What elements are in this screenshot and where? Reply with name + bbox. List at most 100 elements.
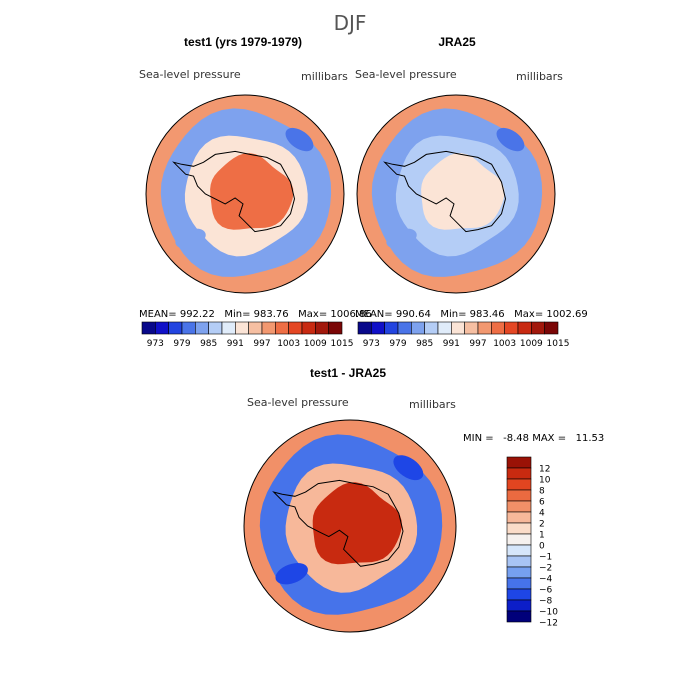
panel-a-coastline	[172, 150, 296, 233]
panel-b-colorbar-swatch	[437, 321, 452, 335]
panel-c-colorbar-swatch	[506, 511, 532, 524]
panel-c-colorbar-swatch	[506, 588, 532, 601]
panel-b-colorbar: 973 979 985 991 997 1003 1009 1015	[357, 321, 570, 349]
panel-a-colorbar-swatch	[235, 321, 249, 335]
panel-b-colorbar-tick-label: 991	[443, 339, 460, 349]
panel-c-map	[244, 420, 456, 632]
panel-a-field-label: Sea-level pressure	[139, 68, 241, 81]
panel-b-colorbar-tick-label: 997	[469, 339, 486, 349]
panel-c-colorbar-tick-label: 1	[539, 531, 545, 541]
panel-c-colorbar-swatch	[506, 555, 532, 568]
panel-b-colorbar-swatch	[504, 321, 519, 335]
panel-c-coastline	[272, 479, 404, 567]
season-title: DJF	[334, 11, 367, 35]
panel-a-map-frame	[145, 94, 345, 294]
panel-c-colorbar-tick-label: 4	[539, 509, 545, 519]
panel-c-colorbar-swatch	[506, 500, 532, 513]
panel-a-colorbar-swatch	[275, 321, 289, 335]
panel-c-colorbar-tick-label: −2	[539, 564, 552, 574]
panel-a-colorbar-swatch	[168, 321, 183, 335]
panel-b-coastline	[383, 150, 507, 233]
panel-c-field-label: Sea-level pressure	[247, 396, 349, 409]
panel-c-colorbar-tick-label: 0	[539, 542, 545, 552]
panel-a-colorbar-swatch	[181, 321, 196, 335]
panel-c-colorbar-tick-label: 2	[539, 520, 545, 530]
panel-c-colorbar-swatch	[506, 533, 532, 546]
panel-c-colorbar-tick-label: 12	[539, 465, 550, 475]
panel-a-colorbar-tick-label: 973	[147, 339, 164, 349]
panel-b-field-low-1	[386, 228, 417, 249]
panel-c-field-low-2	[393, 455, 424, 481]
panel-a-colorbar-swatch	[208, 321, 223, 335]
panel-b-colorbar-swatch	[424, 321, 439, 335]
panel-b-title: JRA25	[438, 35, 476, 49]
panel-a-units: millibars	[301, 70, 348, 83]
panel-a-stats: MEAN= 992.22 Min= 983.76 Max= 1006.86	[139, 309, 372, 320]
panel-a-map	[146, 95, 344, 293]
panel-c-colorbar-swatch	[506, 566, 532, 579]
panel-a-title: test1 (yrs 1979-1979)	[184, 35, 302, 49]
panel-a-colorbar-swatch	[261, 321, 276, 335]
panel-a-colorbar-swatch	[141, 321, 156, 335]
panel-a-colorbar-swatch	[315, 321, 329, 335]
panel-b-colorbar-swatch	[531, 321, 545, 335]
panel-b-colorbar-swatch	[371, 321, 385, 335]
panel-c-colorbar-tick-label: −10	[539, 608, 558, 618]
panel-c-colorbar-tick-label: −6	[539, 586, 553, 596]
panel-a-colorbar-tick-label: 1009	[304, 339, 327, 349]
panel-c-colorbar-tick-label: −4	[539, 575, 553, 585]
panel-a-colorbar-tick-label: 991	[227, 339, 244, 349]
panel-c-colorbar-tick-label: 10	[539, 476, 551, 486]
panel-a-field-low-1	[175, 228, 206, 249]
panel-b-colorbar-swatch	[464, 321, 479, 335]
panel-c-colorbar-swatch	[506, 489, 532, 502]
panel-b-map	[357, 95, 555, 293]
panel-b-colorbar-swatch	[357, 321, 372, 335]
panel-b-colorbar-tick-label: 985	[416, 339, 433, 349]
panel-b-field-pole	[421, 153, 505, 230]
panel-b-colorbar-swatch	[544, 321, 559, 335]
panel-c-units: millibars	[409, 398, 456, 411]
panel-c-colorbar-swatch	[506, 478, 532, 491]
panel-a-colorbar-tick-label: 979	[173, 339, 190, 349]
panel-c-colorbar-swatch	[506, 577, 532, 590]
panel-c-colorbar-tick-label: −1	[539, 553, 552, 563]
panel-b-map-frame	[356, 94, 556, 294]
panel-b-colorbar-swatch	[517, 321, 532, 335]
panel-a-colorbar-tick-label: 1015	[331, 339, 354, 349]
panel-b-colorbar-swatch	[477, 321, 492, 335]
panel-c-colorbar-tick-label: −8	[539, 597, 553, 607]
panel-c-colorbar-swatch	[506, 456, 532, 469]
panel-a-colorbar-swatch	[155, 321, 169, 335]
panel-b-colorbar-swatch	[491, 321, 505, 335]
panel-b-field-label: Sea-level pressure	[355, 68, 457, 81]
panel-a-field-pole	[210, 153, 294, 230]
panel-c-colorbar-swatch	[506, 610, 532, 623]
panel-b-colorbar-tick-label: 973	[363, 339, 380, 349]
panel-b-stats: MEAN= 990.64 Min= 983.46 Max= 1002.69	[355, 309, 588, 320]
panel-b-colorbar-tick-label: 1003	[493, 339, 516, 349]
panel-c-title: test1 - JRA25	[310, 366, 386, 380]
panel-a-colorbar-swatch	[221, 321, 236, 335]
panel-c-colorbar-swatch	[506, 467, 532, 480]
panel-a-colorbar-swatch	[248, 321, 263, 335]
panel-c-colorbar-swatch	[506, 522, 532, 535]
panel-b-colorbar-swatch	[411, 321, 425, 335]
panel-c-colorbar-swatch	[506, 599, 532, 612]
panel-c-map-frame	[243, 419, 457, 633]
panel-b-colorbar-tick-label: 1009	[520, 339, 543, 349]
panel-a-field-low-2	[285, 127, 314, 152]
panel-b-colorbar-tick-label: 1015	[547, 339, 570, 349]
panel-c-colorbar-swatch	[506, 544, 532, 557]
panel-a-colorbar: 973 979 985 991 997 1003 1009 1015	[141, 321, 354, 349]
panel-b-colorbar-swatch	[397, 321, 412, 335]
panel-a-colorbar-tick-label: 997	[253, 339, 270, 349]
panel-b-field-low-2	[496, 127, 525, 152]
panel-b-units: millibars	[516, 70, 563, 83]
panel-c-colorbar-tick-label: 8	[539, 487, 545, 497]
panel-b-colorbar-tick-label: 979	[389, 339, 406, 349]
panel-a-colorbar-swatch	[328, 321, 343, 335]
panel-a-colorbar-tick-label: 985	[200, 339, 217, 349]
